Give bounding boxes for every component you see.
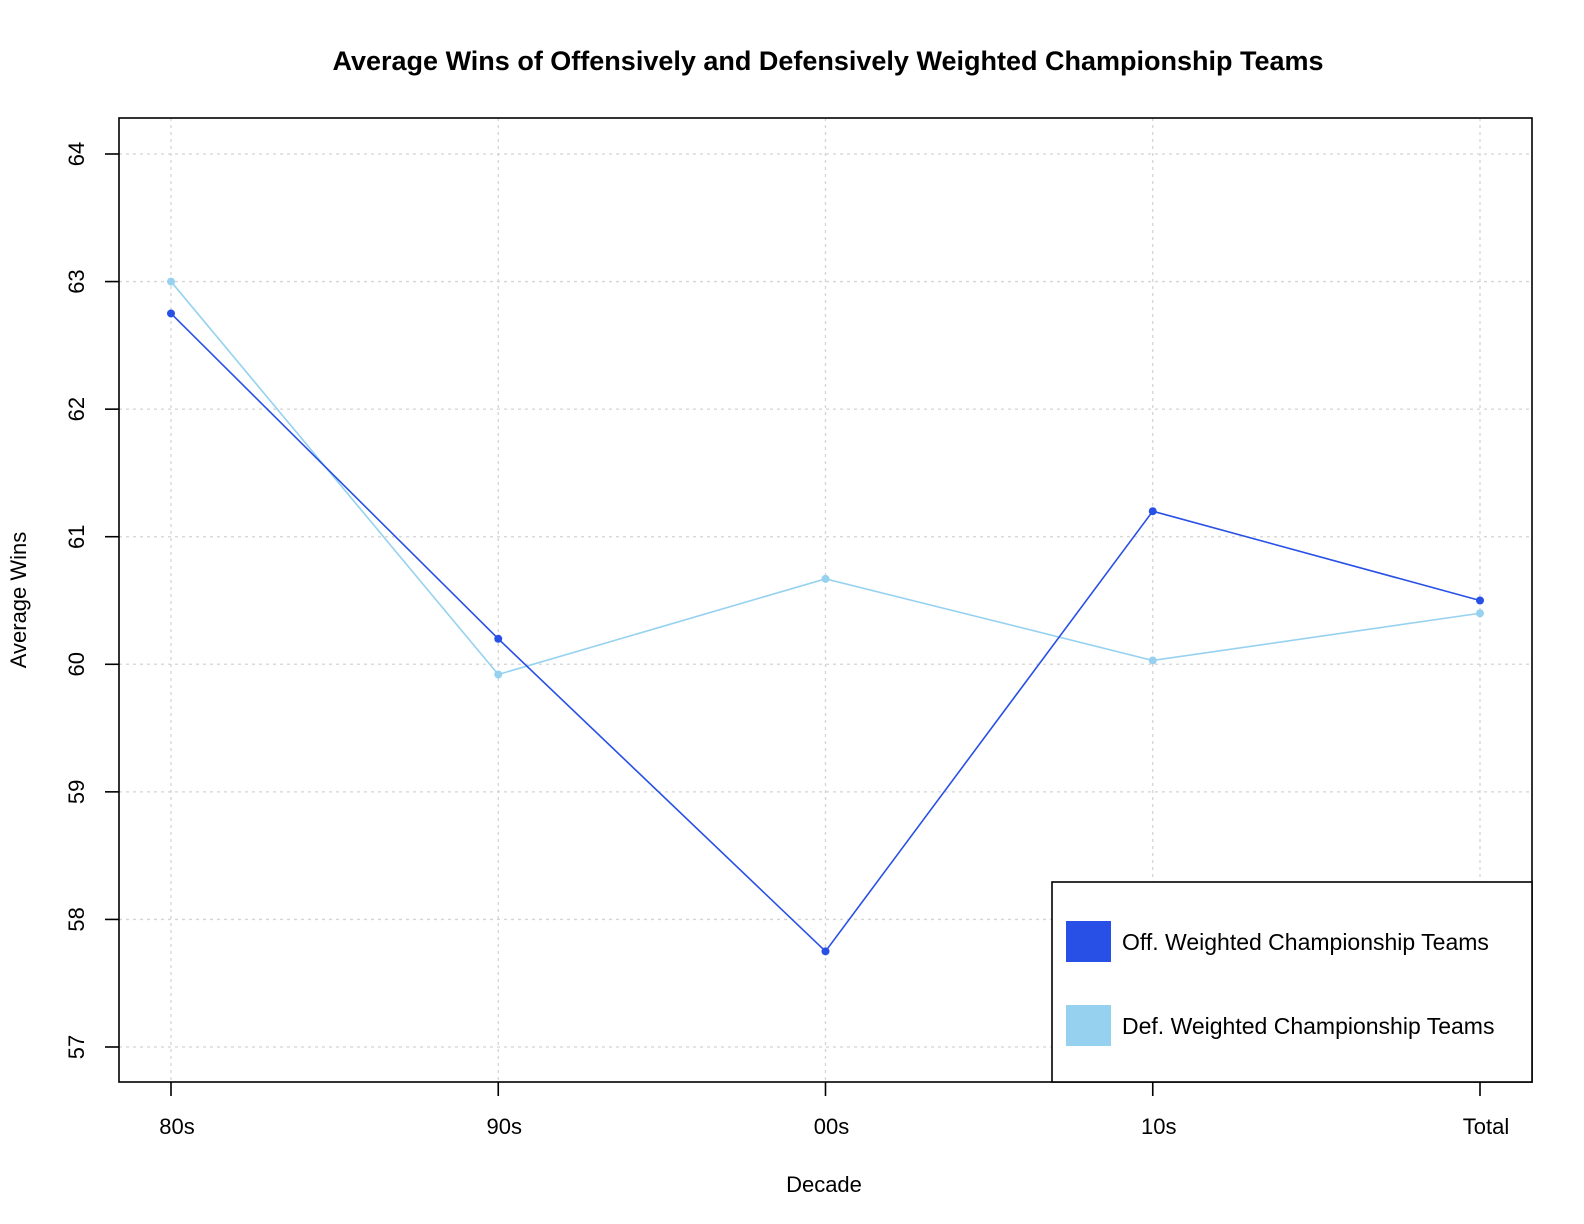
legend-box — [1051, 881, 1533, 1083]
data-point — [821, 947, 830, 956]
x-axis-label: Decade — [786, 1172, 862, 1197]
data-point — [1148, 507, 1157, 516]
y-tick-label: 59 — [64, 780, 89, 804]
data-point — [1476, 609, 1484, 618]
y-tick-label: 64 — [64, 142, 89, 166]
y-tick-label: 61 — [64, 524, 89, 548]
y-tick-label: 60 — [64, 652, 89, 676]
y-tick-label: 57 — [64, 1035, 89, 1059]
x-tick-label: 00s — [814, 1114, 849, 1139]
data-point — [167, 277, 175, 286]
y-axis: 57 58 59 60 61 62 63 64 — [64, 142, 119, 1059]
legend-items: Off. Weighted Championship Teams Def. Wei… — [1066, 921, 1494, 1046]
series-lines — [167, 277, 1484, 956]
data-point — [1476, 596, 1484, 605]
x-tick-label: 80s — [159, 1114, 194, 1139]
x-tick-label: 10s — [1141, 1114, 1176, 1139]
legend-label: Off. Weighted Championship Teams — [1122, 929, 1489, 955]
data-point — [1148, 656, 1157, 665]
data-point — [494, 670, 503, 679]
legend-swatch — [1066, 1005, 1111, 1046]
legend: Off. Weighted Championship Teams Def. Wei… — [1051, 881, 1533, 1083]
legend-label: Def. Weighted Championship Teams — [1122, 1013, 1494, 1039]
y-axis-label: Average Wins — [6, 532, 31, 669]
data-point — [167, 309, 175, 318]
data-point — [821, 574, 830, 583]
y-tick-label: 62 — [64, 397, 89, 421]
chart-title: Average Wins of Offensively and Defensiv… — [333, 46, 1324, 76]
y-tick-label: 63 — [64, 269, 89, 293]
x-axis: 80s 90s 00s 10s Total — [159, 1082, 1509, 1139]
x-tick-label: 90s — [487, 1114, 522, 1139]
x-tick-label: Total — [1463, 1114, 1509, 1139]
data-point — [494, 634, 503, 643]
y-tick-label: 58 — [64, 907, 89, 931]
legend-swatch — [1066, 921, 1111, 962]
